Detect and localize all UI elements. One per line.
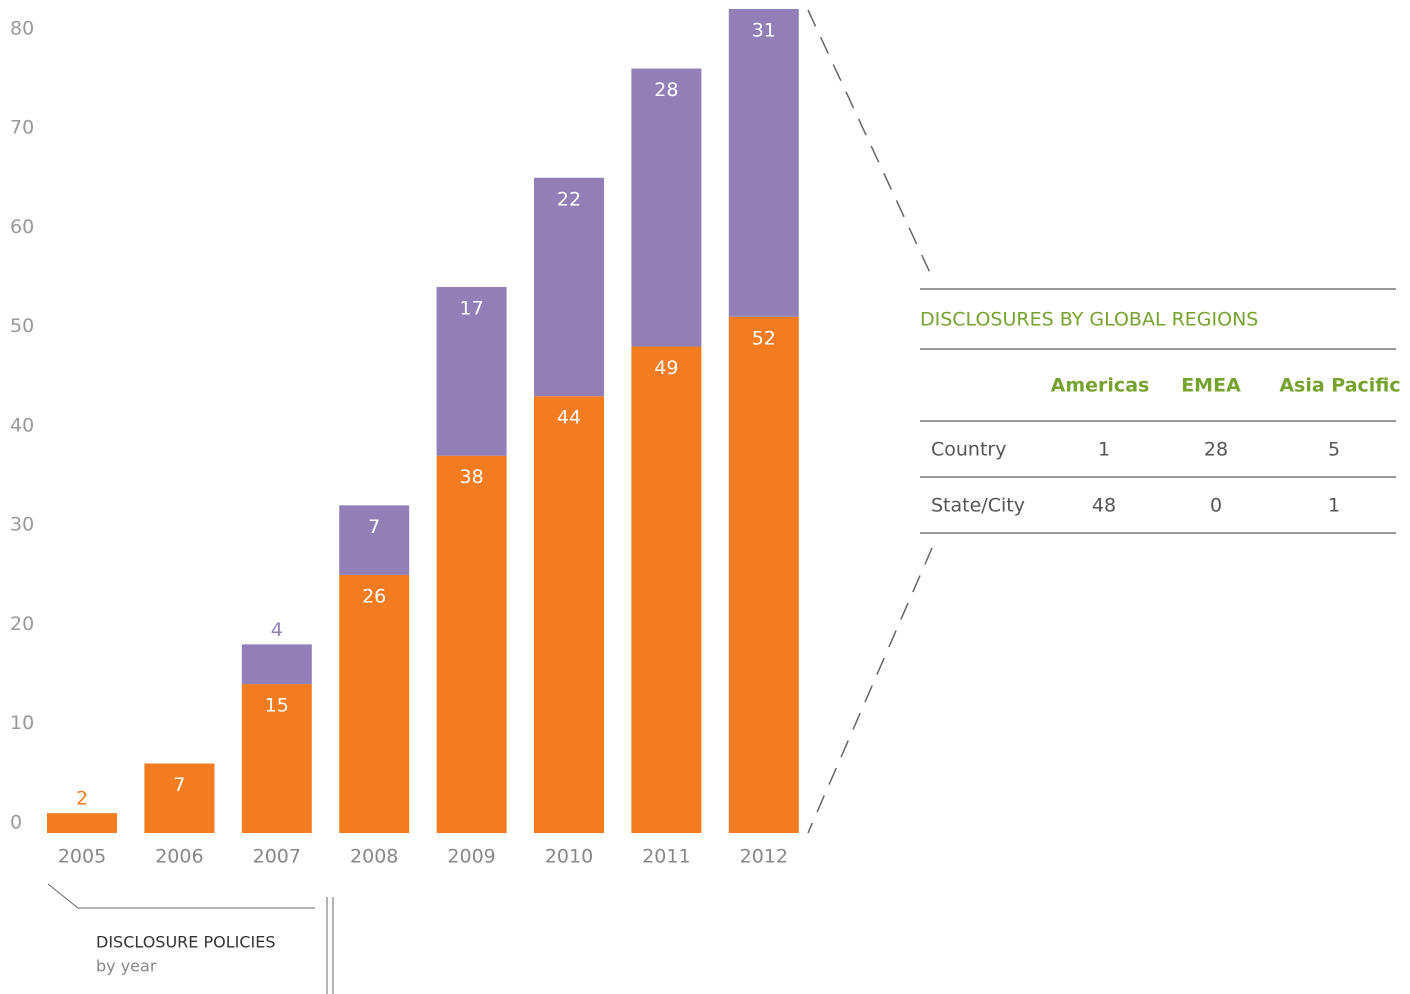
y-tick-label: 0	[10, 812, 22, 834]
bar-segment	[728, 316, 799, 833]
row-label: Country	[931, 439, 1006, 461]
cell: 5	[1328, 439, 1340, 461]
value-label: 49	[654, 357, 678, 379]
bar-segment	[728, 9, 799, 317]
y-tick-label: 30	[10, 514, 34, 536]
row-label: State/City	[931, 495, 1025, 517]
bar-segment	[631, 68, 702, 347]
value-label: 22	[557, 188, 581, 210]
zoom-line	[807, 9, 933, 278]
bar-segment	[47, 813, 117, 833]
cell: 0	[1210, 495, 1222, 517]
x-tick-label: 2010	[545, 846, 593, 868]
bar-segment	[241, 684, 312, 833]
y-tick-label: 60	[10, 216, 34, 238]
value-label: 52	[752, 327, 776, 349]
y-tick-label: 50	[10, 315, 34, 337]
bar-segment	[534, 177, 604, 397]
y-tick-label: 70	[10, 117, 34, 139]
value-label: 4	[271, 619, 283, 641]
cell: 1	[1328, 495, 1340, 517]
cell: 28	[1204, 439, 1228, 461]
table-title: DISCLOSURES BY GLOBAL REGIONS	[920, 309, 1258, 331]
bar-segment	[144, 763, 215, 833]
value-label: 15	[265, 695, 289, 717]
bar-segment	[534, 396, 604, 833]
value-label: 7	[173, 774, 185, 796]
caption: DISCLOSURE POLICIES	[96, 933, 276, 952]
x-tick-label: 2008	[350, 846, 398, 868]
value-label: 28	[654, 79, 678, 101]
cell: 1	[1098, 439, 1110, 461]
x-tick-label: 2005	[58, 846, 106, 868]
value-label: 44	[557, 407, 581, 429]
bar-segment	[631, 346, 702, 833]
bar-segment	[241, 644, 312, 685]
value-label: 31	[752, 20, 776, 42]
bar-segment	[339, 574, 410, 833]
x-tick-label: 2007	[253, 846, 301, 868]
y-tick-label: 20	[10, 613, 34, 635]
column-header: Americas	[1051, 375, 1150, 397]
y-tick-label: 10	[10, 712, 34, 734]
x-tick-label: 2009	[447, 846, 495, 868]
value-label: 7	[368, 516, 380, 538]
value-label: 38	[460, 466, 484, 488]
bar-segment	[436, 455, 507, 833]
decor	[47, 9, 933, 994]
value-label: 26	[362, 585, 386, 607]
column-header: EMEA	[1181, 375, 1241, 397]
y-tick-label: 40	[10, 414, 34, 436]
value-label: 17	[460, 297, 484, 319]
value-label: 2	[76, 788, 88, 810]
column-header: Asia Pacific	[1279, 375, 1400, 397]
cell: 48	[1092, 495, 1116, 517]
x-tick-label: 2006	[155, 846, 203, 868]
x-tick-label: 2011	[642, 846, 690, 868]
caption-sub: by year	[96, 957, 157, 976]
bar-segment	[436, 286, 507, 456]
leader-line	[47, 883, 315, 909]
zoom-line	[807, 547, 933, 834]
y-tick-label: 80	[10, 17, 34, 39]
bar-segment	[339, 505, 410, 575]
x-tick-label: 2012	[740, 846, 788, 868]
